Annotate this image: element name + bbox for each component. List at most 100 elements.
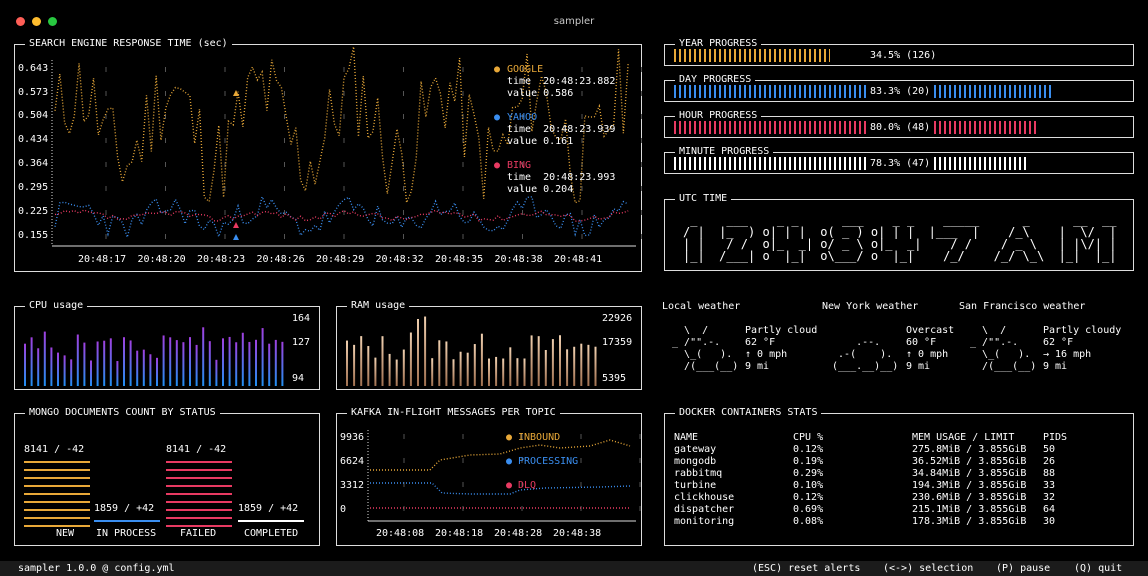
kafka-x-tick: 20:48:18	[435, 528, 484, 539]
panel-title: MONGO DOCUMENTS COUNT BY STATUS	[25, 407, 220, 419]
docker-column-header: PIDS	[1043, 432, 1068, 443]
mongo-bar-segment	[24, 477, 90, 479]
weather-temperature: 62 °F	[745, 337, 776, 348]
legend-time: time 20:48:23.993	[507, 172, 616, 183]
docker-cell: 26	[1043, 456, 1056, 467]
mongo-bar-segment	[24, 485, 90, 487]
docker-cell: 88	[1043, 468, 1056, 479]
panel-title: SEARCH ENGINE RESPONSE TIME (sec)	[25, 38, 232, 50]
legend-dot: ●	[494, 160, 501, 171]
mongo-status-label: NEW	[56, 528, 75, 539]
kafka-y-tick: 0	[340, 504, 347, 515]
search-y-tick: 0.643	[18, 63, 49, 74]
status-bar: sampler 1.0.0 @ config.yml (ESC) reset a…	[0, 561, 1148, 576]
mongo-count: 1859 / +42	[238, 503, 299, 514]
legend-dot: ●	[494, 112, 501, 123]
weather-condition: Partly cloud	[745, 325, 818, 336]
cpu-y-tick: 127	[292, 337, 311, 348]
mongo-count: 1859 / +42	[94, 503, 155, 514]
weather-visibility: 9 mi	[745, 361, 770, 372]
legend-time: time 20:48:23.882	[507, 76, 616, 87]
ram-y-tick: 17359	[602, 337, 633, 348]
utc-time-ascii: _ ___ _ _ ___ _ _ _____ _ __ __ / | |_ )…	[683, 213, 1117, 263]
weather-condition: Overcast	[906, 325, 955, 336]
kafka-y-tick: 6624	[340, 456, 365, 467]
docker-cell: 34.84MiB / 3.855GiB	[912, 468, 1027, 479]
panel-title: HOUR PROGRESS	[675, 110, 762, 122]
mongo-bar-segment	[24, 493, 90, 495]
utc-time-panel[interactable]: UTC TIME _ ___ _ _ ___ _ _ _____ _ __ __…	[664, 193, 1134, 271]
panel-title: YEAR PROGRESS	[675, 38, 762, 50]
maximize-window-button[interactable]	[48, 17, 57, 26]
progress-panel-year-progress[interactable]: YEAR PROGRESS	[664, 38, 1134, 66]
mongo-bar-segment	[166, 469, 232, 471]
docker-cell: 275.8MiB / 3.855GiB	[912, 444, 1027, 455]
cpu-usage-panel[interactable]: CPU usage	[14, 300, 320, 390]
panel-title: DAY PROGRESS	[675, 74, 756, 86]
docker-cell: 0.29%	[793, 468, 824, 479]
ram-usage-panel[interactable]: RAM usage	[336, 300, 642, 390]
search-response-panel[interactable]: SEARCH ENGINE RESPONSE TIME (sec)	[14, 38, 642, 272]
mongo-bar-segment	[166, 509, 232, 511]
docker-cell: 0.19%	[793, 456, 824, 467]
selection-hint[interactable]: (<->) selection	[883, 563, 974, 574]
panel-title: KAFKA IN-FLIGHT MESSAGES PER TOPIC	[347, 407, 560, 419]
weather-icon-ascii: .--. .-( ). (___.__)__)	[832, 337, 899, 372]
kafka-panel[interactable]: KAFKA IN-FLIGHT MESSAGES PER TOPIC	[336, 407, 642, 546]
weather-visibility: 9 mi	[1043, 361, 1068, 372]
pause-hint[interactable]: (P) pause	[996, 563, 1051, 574]
progress-label: 78.3% (47)	[866, 157, 935, 170]
ram-y-tick: 5395	[602, 373, 627, 384]
weather-visibility: 9 mi	[906, 361, 931, 372]
panel-title: MINUTE PROGRESS	[675, 146, 774, 158]
docker-cell: mongodb	[674, 456, 717, 467]
weather-temperature: 60 °F	[906, 337, 937, 348]
search-x-tick: 20:48:17	[78, 254, 127, 265]
progress-panel-day-progress[interactable]: DAY PROGRESS	[664, 74, 1134, 102]
legend-time: time 20:48:23.939	[507, 124, 616, 135]
mongo-bar-segment	[166, 517, 232, 519]
reset-alerts-hint[interactable]: (ESC) reset alerts	[752, 563, 861, 574]
mongo-bar-segment	[166, 525, 232, 527]
search-x-tick: 20:48:20	[137, 254, 186, 265]
docker-cell: 178.3MiB / 3.855GiB	[912, 516, 1027, 527]
docker-cell: 0.10%	[793, 480, 824, 491]
docker-panel[interactable]: DOCKER CONTAINERS STATS	[664, 407, 1134, 546]
legend-series-name: GOOGLE	[507, 64, 544, 75]
weather-temperature: 62 °F	[1043, 337, 1074, 348]
search-y-tick: 0.434	[18, 134, 49, 145]
mongo-bar-segment	[166, 477, 232, 479]
docker-cell: 0.12%	[793, 492, 824, 503]
docker-column-header: CPU %	[793, 432, 824, 443]
docker-cell: 194.3MiB / 3.855GiB	[912, 480, 1027, 491]
progress-panel-minute-progress[interactable]: MINUTE PROGRESS	[664, 146, 1134, 174]
weather-title: New York weather	[822, 301, 919, 312]
close-window-button[interactable]	[16, 17, 25, 26]
mongo-bar-segment	[166, 461, 232, 463]
mongo-bar-segment	[166, 493, 232, 495]
mongo-bar-segment	[24, 461, 90, 463]
search-x-tick: 20:48:23	[197, 254, 246, 265]
docker-cell: 50	[1043, 444, 1056, 455]
progress-panel-hour-progress[interactable]: HOUR PROGRESS	[664, 110, 1134, 138]
cpu-y-tick: 94	[292, 373, 305, 384]
search-y-tick: 0.295	[18, 182, 49, 193]
mongo-bar-segment	[24, 525, 90, 527]
progress-label: 80.0% (48)	[866, 121, 935, 134]
search-y-tick: 0.225	[18, 206, 49, 217]
docker-cell: 0.12%	[793, 444, 824, 455]
search-y-tick: 0.573	[18, 87, 49, 98]
weather-wind: ↑ 0 mph	[745, 349, 788, 360]
mongo-bar-segment	[24, 517, 90, 519]
ram-y-tick: 22926	[602, 313, 633, 324]
mongo-bar-segment	[24, 469, 90, 471]
weather-icon-ascii: \ / _ /"".-. \_( ). /(___(__)	[672, 325, 739, 372]
legend-dot: ●	[506, 432, 513, 443]
mongo-panel[interactable]: MONGO DOCUMENTS COUNT BY STATUS	[14, 407, 320, 546]
mongo-bar-segment	[166, 485, 232, 487]
progress-bar	[674, 85, 1051, 98]
minimize-window-button[interactable]	[32, 17, 41, 26]
docker-cell: 64	[1043, 504, 1056, 515]
kafka-x-tick: 20:48:28	[494, 528, 543, 539]
quit-hint[interactable]: (Q) quit	[1074, 563, 1123, 574]
